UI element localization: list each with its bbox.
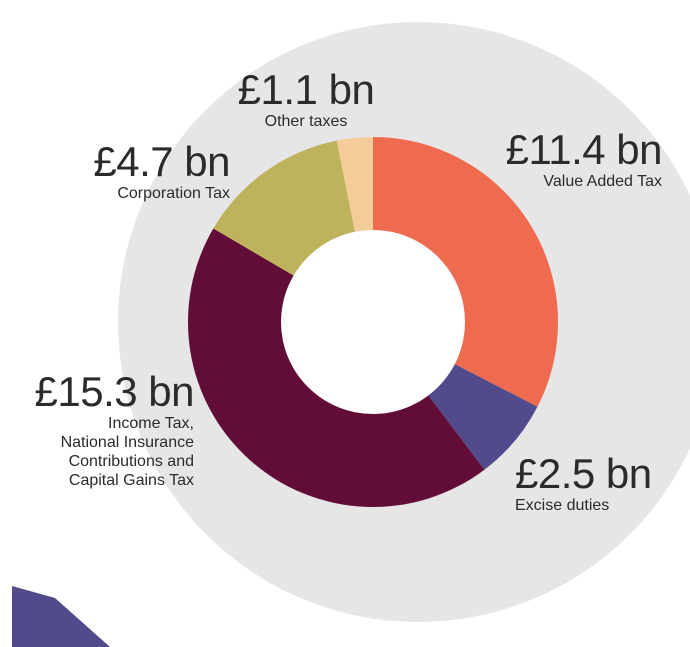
name-income-tax-line-1: Income Tax, (108, 415, 194, 432)
name-value-added-tax: Value Added Tax (543, 173, 662, 190)
label-value-added-tax: £11.4 bn Value Added Tax (490, 126, 663, 191)
amount-other-taxes: £1.1 bn (237, 66, 375, 113)
name-income-tax-line-4: Capital Gains Tax (68, 472, 194, 489)
amount-income-tax: £15.3 bn (34, 368, 195, 415)
name-income-tax-line-2: National Insurance (60, 434, 194, 451)
amount-excise-duties: £2.5 bn (515, 450, 652, 497)
donut-hole (281, 230, 465, 414)
name-corporation-tax: Corporation Tax (117, 185, 230, 202)
name-other-taxes: Other taxes (264, 113, 348, 130)
label-excise-duties: £2.5 bn Excise duties (515, 452, 665, 515)
amount-value-added-tax: £11.4 bn (505, 126, 663, 173)
label-income-tax: £15.3 bn Income Tax, National Insurance … (0, 368, 195, 490)
label-other-taxes: £1.1 bn Other taxes (236, 68, 376, 131)
amount-corporation-tax: £4.7 bn (93, 138, 230, 185)
corner-decoration (12, 586, 110, 647)
name-income-tax-line-3: Contributions and (68, 453, 194, 470)
label-corporation-tax: £4.7 bn Corporation Tax (70, 140, 230, 203)
name-excise-duties: Excise duties (515, 497, 610, 514)
